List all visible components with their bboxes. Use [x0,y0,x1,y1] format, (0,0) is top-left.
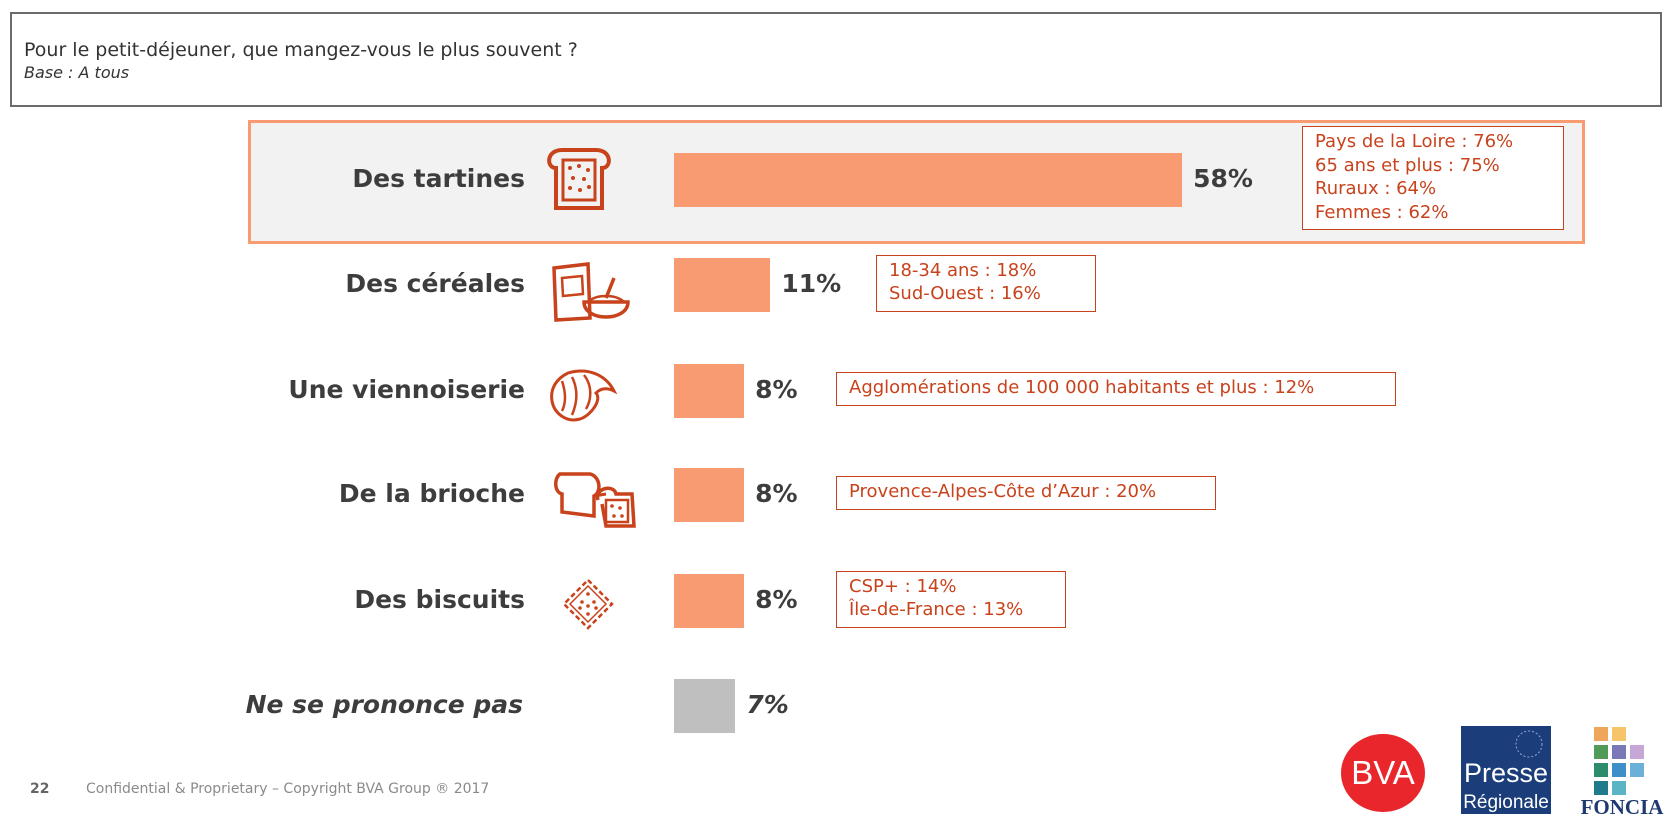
bva-logo: BVA [1340,733,1426,817]
subgroup-annotation: 18-34 ans : 18% Sud-Ouest : 16% [876,254,1096,312]
subgroup-line: Ruraux : 64% [1315,178,1437,199]
biscuit-icon [560,576,616,632]
croissant-icon [548,365,618,423]
value-label: 8% [755,585,798,614]
svg-text:Régionale: Régionale [1463,792,1549,813]
foncia-logo: FONCIA [1572,725,1672,821]
brioche-icon [550,464,636,530]
value-label: 7% [746,690,789,719]
presse-regionale-logo: Presse Régionale [1461,726,1551,818]
subgroup-line: 65 ans et plus : 75% [1315,154,1500,176]
subgroup-line: Provence-Alpes-Côte d’Azur : 20% [849,481,1157,503]
subgroup-line: Agglomérations de 100 000 habitants et p… [849,377,1315,399]
svg-text:Presse: Presse [1464,758,1548,788]
bar [674,153,1183,207]
subgroup-line: Pays de la Loire : 76% [1315,131,1514,152]
category-label: Des tartines [352,164,525,193]
value-label: 11% [781,269,842,298]
category-label: De la brioche [338,479,525,508]
value-label: 8% [755,479,798,508]
subgroup-line: CSP+ : 14% [849,575,957,597]
svg-text:BVA: BVA [1351,754,1415,791]
subgroup-annotation: Agglomérations de 100 000 habitants et p… [836,372,1396,406]
bar [674,679,736,733]
svg-text:FONCIA: FONCIA [1581,795,1665,817]
subgroup-line: 18-34 ans : 18% [889,259,1037,281]
page-number: 22 [30,781,50,797]
toast-icon [544,146,614,212]
subgroup-line: Femmes : 62% [1315,201,1449,223]
category-label: Une viennoiserie [288,375,525,404]
category-label: Ne se prononce pas [245,690,523,719]
bar [674,258,771,312]
subgroup-annotation: CSP+ : 14% Île-de-France : 13% [836,570,1066,628]
subgroup-line: Île-de-France : 13% [849,599,1024,620]
question-header: Pour le petit-déjeuner, que mangez-vous … [10,12,1662,107]
question-text: Pour le petit-déjeuner, que mangez-vous … [24,39,578,61]
base-text: Base : A tous [24,63,130,82]
bar [674,364,745,418]
value-label: 8% [755,375,798,404]
category-label: Des céréales [345,269,525,298]
bar [674,574,745,628]
subgroup-annotation: Provence-Alpes-Côte d’Azur : 20% [836,476,1216,510]
subgroup-annotation: Pays de la Loire : 76% 65 ans et plus : 7… [1302,126,1564,230]
cereal-icon [548,260,632,322]
bar [674,468,745,522]
value-label: 58% [1193,164,1253,193]
subgroup-line: Sud-Ouest : 16% [889,283,1041,304]
copyright-text: Confidential & Proprietary – Copyright B… [86,781,490,797]
category-label: Des biscuits [354,585,525,614]
